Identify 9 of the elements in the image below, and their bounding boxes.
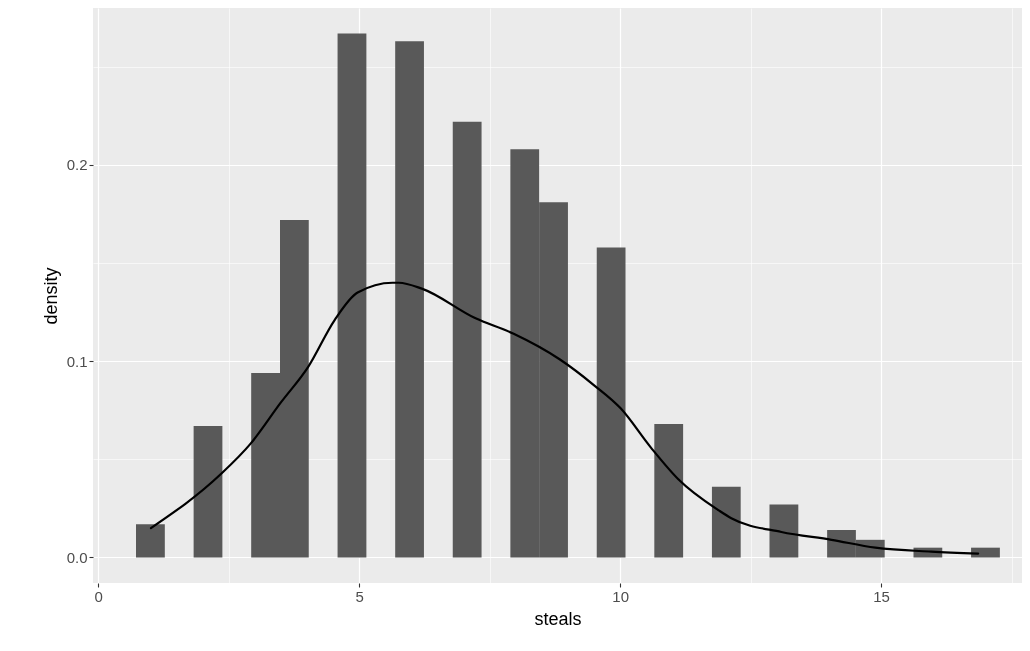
- y-tick-label: 0.0: [66, 548, 88, 566]
- x-tick-label: 15: [873, 587, 890, 605]
- y-tick-label: 0.2: [66, 156, 88, 174]
- x-axis-title: steals: [534, 608, 582, 629]
- x-tick-label: 10: [612, 587, 629, 605]
- y-tick-label: 0.1: [66, 352, 88, 370]
- x-tick-label: 0: [94, 587, 103, 605]
- y-axis-title: density: [40, 267, 61, 325]
- x-tick-label: 5: [355, 587, 364, 605]
